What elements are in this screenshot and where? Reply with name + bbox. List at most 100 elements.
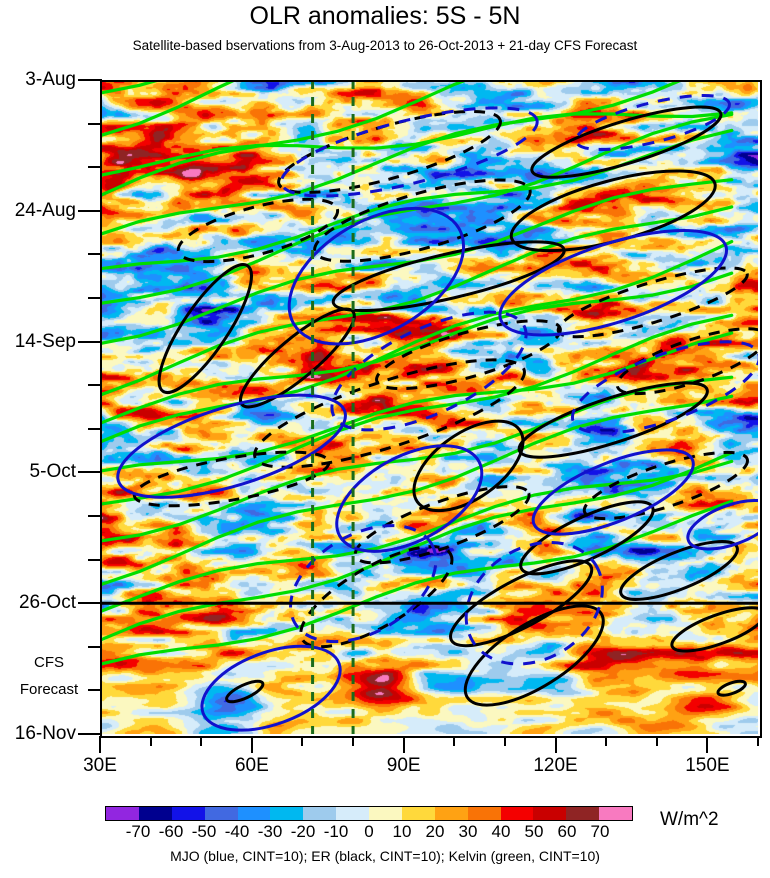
y-tick-minor <box>88 297 102 299</box>
x-tick-major <box>99 736 101 753</box>
colorbar-swatch-12 <box>500 807 534 820</box>
mjo-contour-10 <box>464 540 604 666</box>
er-contour-23 <box>225 679 265 704</box>
colorbar-tick-13: 60 <box>557 822 577 841</box>
mjo-contour-4 <box>116 393 347 499</box>
x-tick-major <box>250 736 253 753</box>
kelvin-contour-4 <box>100 80 686 236</box>
y-tick-major <box>78 733 102 735</box>
colorbar-swatch-4 <box>237 807 271 820</box>
colorbar-swatch-3 <box>204 807 238 820</box>
y-axis-label-1: 24-Aug <box>14 199 76 221</box>
colorbar-tick-1: -60 <box>158 822 184 841</box>
kelvin-contour-11 <box>100 331 734 473</box>
mjo-contour-5 <box>330 310 528 432</box>
kelvin-contour-15 <box>100 459 734 614</box>
er-contour-9 <box>375 319 562 391</box>
x-axis-label-3: 120E <box>533 755 578 776</box>
colorbar-tick-11: 40 <box>491 822 511 841</box>
kelvin-contour-3 <box>100 80 471 198</box>
colorbar-tick-10: 30 <box>458 822 478 841</box>
colorbar-tick-0: -70 <box>125 822 151 841</box>
kelvin-contour-1 <box>100 80 239 138</box>
wave-contour-overlay <box>100 80 758 734</box>
kelvin-contour-13 <box>100 375 734 543</box>
x-tick-minor <box>301 736 304 746</box>
y-tick-minor <box>88 689 102 692</box>
colorbar-swatch-8 <box>369 807 402 820</box>
y-tick-minor <box>88 427 102 430</box>
colorbar-swatch-14 <box>566 807 600 820</box>
x-tick-major <box>554 736 557 753</box>
x-tick-minor <box>453 736 456 746</box>
mjo-contour-12 <box>686 498 758 551</box>
y-tick-minor <box>88 122 102 125</box>
er-contour-7 <box>556 266 749 339</box>
y-tick-major <box>78 79 102 81</box>
colorbar-tick-5: -20 <box>290 822 316 841</box>
kelvin-contour-17 <box>100 499 734 666</box>
colorbar-tick-8: 10 <box>392 822 412 841</box>
mjo-contour-3 <box>498 228 729 337</box>
colorbar-tick-4: -30 <box>257 822 283 841</box>
chart-subtitle: Satellite-based bservations from 3-Aug-2… <box>132 38 638 53</box>
mjo-contour-0 <box>279 106 539 198</box>
kelvin-contour-2 <box>100 111 734 177</box>
er-contour-3 <box>176 197 340 264</box>
y-axis-label-4: 26-Oct <box>18 592 76 614</box>
y-tick-major <box>78 602 102 605</box>
y-axis: 3-Aug 24-Aug 14-Sep 5-Oct 26-Oct 16-Nov CFS For… <box>0 0 102 878</box>
colorbar-tick-12: 50 <box>524 822 544 841</box>
colorbar-swatch-11 <box>467 807 501 820</box>
y-tick-major <box>78 340 102 343</box>
er-contour-20 <box>619 540 739 601</box>
er-contour-14 <box>412 419 525 513</box>
y-axis-label-2: 14-Sep <box>14 330 76 352</box>
kelvin-contour-14 <box>100 394 734 587</box>
y-axis-label-5: 16-Nov <box>14 723 76 744</box>
y-tick-minor <box>88 645 102 648</box>
er-contour-24 <box>716 679 747 697</box>
plot-area <box>100 80 758 734</box>
kelvin-contour-5 <box>100 128 734 271</box>
colorbar-swatch-2 <box>171 807 205 820</box>
colorbar <box>105 806 633 821</box>
er-contour-4 <box>509 169 717 253</box>
colorbar-swatch-5 <box>270 807 304 820</box>
mjo-contour-9 <box>289 524 438 644</box>
kelvin-contour-16 <box>100 450 734 642</box>
x-axis-label-4: 150E <box>685 755 730 776</box>
mjo-contour-8 <box>531 448 695 536</box>
x-tick-minor <box>149 736 152 746</box>
y-axis-label-3: 5-Oct <box>29 461 76 483</box>
mjo-contour-7 <box>335 444 484 553</box>
x-tick-major <box>706 736 709 753</box>
mjo-contour-1 <box>574 94 731 151</box>
overlay-legend-note: MJO (blue, CINT=10); ER (black, CINT=10)… <box>170 848 600 864</box>
y-tick-major <box>78 471 102 474</box>
colorbar-units-label: W/m^2 <box>660 809 719 830</box>
x-tick-major <box>402 736 405 753</box>
colorbar-tick-14: 70 <box>590 822 610 841</box>
er-contour-10 <box>615 327 758 396</box>
y-tick-major <box>78 209 102 212</box>
x-tick-minor <box>200 736 203 746</box>
x-tick-minor <box>605 736 608 746</box>
er-contour-12 <box>517 381 709 459</box>
y-tick-minor <box>88 558 102 561</box>
kelvin-contour-10 <box>100 240 734 444</box>
y-tick-minor <box>88 166 102 169</box>
y-axis-label-0: 3-Aug <box>25 69 76 90</box>
mjo-contour-11 <box>200 644 342 732</box>
er-contour-11 <box>253 358 526 469</box>
er-contour-22 <box>670 606 758 653</box>
y-tick-minor <box>88 515 102 517</box>
colorbar-swatch-7 <box>336 807 369 820</box>
y-tick-minor <box>88 253 102 256</box>
colorbar-tick-7: 0 <box>364 822 374 841</box>
y-tick-minor <box>88 384 102 387</box>
x-axis-label-2: 90E <box>386 755 421 776</box>
colorbar-tick-2: -50 <box>191 822 217 841</box>
forecast-note-line-1: Forecast <box>19 680 79 698</box>
